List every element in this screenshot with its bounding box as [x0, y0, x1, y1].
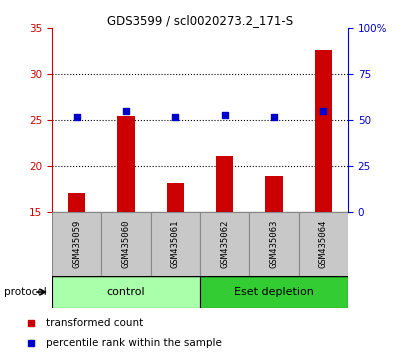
Text: transformed count: transformed count: [46, 318, 143, 329]
Bar: [52, 212, 101, 276]
Text: percentile rank within the sample: percentile rank within the sample: [46, 338, 222, 348]
Text: GSM435061: GSM435061: [171, 220, 180, 268]
Bar: [265, 176, 283, 212]
Text: protocol: protocol: [4, 287, 47, 297]
Bar: [167, 183, 184, 212]
Point: [74, 114, 80, 120]
Bar: [216, 156, 233, 212]
Text: GSM435060: GSM435060: [122, 220, 130, 268]
Point: [172, 114, 178, 120]
Bar: [151, 212, 200, 276]
Bar: [52, 276, 200, 308]
Text: GSM435063: GSM435063: [270, 220, 278, 268]
Text: GSM435059: GSM435059: [72, 220, 81, 268]
Text: control: control: [107, 287, 145, 297]
Bar: [200, 276, 348, 308]
Text: GSM435062: GSM435062: [220, 220, 229, 268]
Title: GDS3599 / scl0020273.2_171-S: GDS3599 / scl0020273.2_171-S: [107, 14, 293, 27]
Text: Eset depletion: Eset depletion: [234, 287, 314, 297]
Bar: [200, 212, 249, 276]
Bar: [101, 212, 151, 276]
Point: [320, 108, 326, 114]
Text: GSM435064: GSM435064: [319, 220, 328, 268]
Bar: [249, 212, 299, 276]
Point: [271, 114, 277, 120]
Point: [123, 108, 129, 114]
Bar: [117, 116, 135, 212]
Bar: [315, 50, 332, 212]
Bar: [68, 193, 85, 212]
Point: [222, 112, 228, 118]
Bar: [299, 212, 348, 276]
